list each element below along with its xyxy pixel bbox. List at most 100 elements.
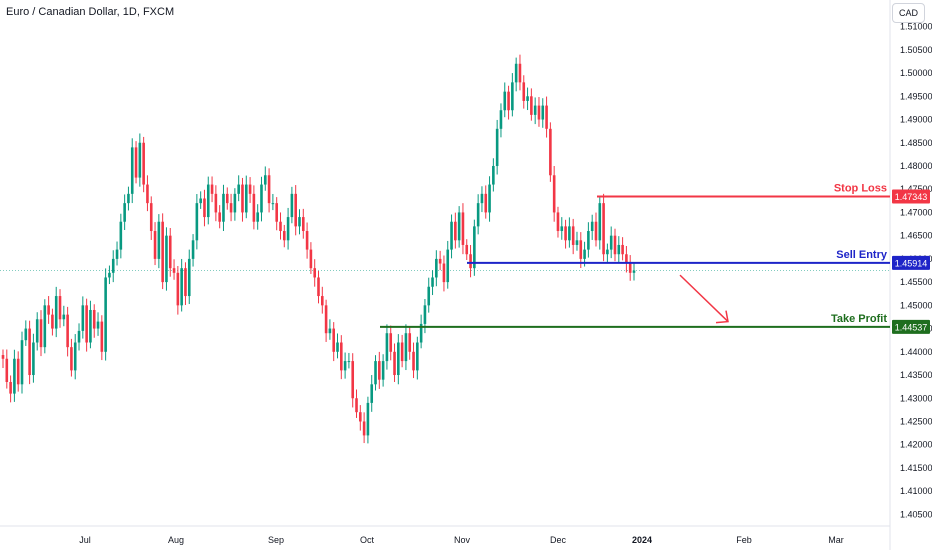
projection-arrow-shaft	[679, 274, 729, 323]
candles	[1, 54, 636, 444]
currency-button[interactable]: CAD	[892, 3, 925, 23]
candle-body	[225, 193, 229, 204]
price-tick-label: 1.43500	[900, 370, 932, 380]
candle-body	[218, 212, 221, 222]
sell-entry-price-badge	[892, 255, 930, 270]
candle-body	[419, 323, 423, 343]
candle-body	[556, 212, 560, 232]
candle-body	[484, 193, 488, 213]
candle-body	[248, 184, 252, 194]
price-tick-label: 1.43000	[900, 393, 932, 403]
candle-body	[370, 384, 374, 403]
candle-body	[47, 305, 50, 315]
candle-body	[176, 272, 180, 306]
candle-body	[108, 272, 111, 278]
candle-body	[54, 296, 58, 329]
candle-body	[244, 184, 248, 213]
candle-body	[317, 277, 320, 297]
price-tick-label: 1.46500	[900, 231, 932, 241]
candle-body	[465, 244, 469, 255]
candle-body	[32, 342, 35, 376]
candle-body	[533, 105, 537, 115]
price-tick-label: 1.47000	[900, 207, 932, 217]
candle-body	[309, 249, 313, 269]
candle-body	[507, 91, 510, 111]
candle-body	[298, 217, 301, 227]
candle-body	[389, 333, 393, 352]
candle-body	[575, 240, 579, 245]
candle-body	[632, 270, 636, 273]
time-tick-label: Sep	[268, 535, 284, 545]
candle-body	[541, 105, 545, 120]
projection-arrow-head	[715, 310, 729, 324]
candle-body	[461, 212, 465, 245]
time-tick-label: Nov	[454, 535, 471, 545]
candle-body	[526, 96, 529, 101]
candle-body	[89, 309, 92, 343]
candle-body	[560, 226, 564, 232]
candle-body	[454, 221, 457, 241]
time-tick-label: Oct	[360, 535, 375, 545]
candle-body	[256, 212, 259, 222]
candle-body	[92, 309, 96, 329]
candle-body	[43, 305, 47, 348]
candle-body	[397, 342, 400, 376]
time-tick-label: Aug	[168, 535, 184, 545]
candle-body	[279, 221, 282, 232]
time-tick-label: Dec	[550, 535, 567, 545]
candle-body	[134, 147, 138, 178]
candle-body	[206, 184, 210, 218]
time-tick-label: Feb	[736, 535, 752, 545]
candle-body	[275, 203, 278, 222]
candle-body	[594, 221, 598, 241]
candle-body	[552, 175, 556, 213]
candle-body	[199, 198, 202, 204]
candle-body	[85, 305, 88, 343]
price-tick-label: 1.49500	[900, 91, 932, 101]
candle-body	[241, 184, 244, 213]
candle-body	[305, 231, 309, 250]
price-tick-label: 1.40500	[900, 509, 932, 519]
candle-body	[412, 351, 415, 371]
stop-loss-label: Stop Loss	[834, 182, 887, 194]
candle-body	[598, 203, 602, 241]
candle-body	[602, 203, 605, 255]
candle-body	[628, 263, 632, 273]
price-axis: 1.51000 1.50500 1.50000 1.49500 1.49000 1.485…	[900, 22, 932, 520]
candle-body	[81, 305, 85, 331]
candle-body	[130, 147, 134, 194]
candle-body	[180, 268, 183, 306]
price-tick-label: 1.50000	[900, 68, 932, 78]
candle-body	[343, 361, 347, 371]
price-tick-label: 1.41000	[900, 486, 932, 496]
price-tick-label: 1.42000	[900, 440, 932, 450]
candle-body	[115, 249, 119, 259]
candle-body	[476, 203, 480, 227]
candle-body	[530, 96, 533, 115]
candle-body	[473, 226, 476, 269]
candle-body	[13, 358, 16, 394]
candle-body	[100, 321, 104, 352]
candle-body	[431, 277, 434, 287]
candle-body	[423, 305, 427, 324]
stop-loss-price-badge	[892, 189, 930, 204]
stop-loss-price: 1.47343	[895, 192, 928, 202]
take-profit-label: Take Profit	[831, 313, 887, 325]
candle-body	[488, 184, 491, 213]
candle-body	[336, 342, 339, 352]
candle-body	[290, 193, 294, 218]
candle-body	[378, 361, 381, 380]
candle-body	[492, 165, 495, 185]
candle-body	[435, 258, 438, 278]
candle-body	[35, 319, 39, 343]
price-tick-label: 1.49000	[900, 115, 932, 125]
time-tick-label: Mar	[828, 535, 844, 545]
candle-body	[313, 268, 316, 278]
candle-body	[393, 351, 396, 376]
candle-body	[438, 258, 442, 264]
time-axis: Jul Aug Sep Oct Nov Dec 2024 Feb Mar	[79, 535, 844, 545]
candle-body	[446, 249, 450, 283]
candle-body	[480, 193, 484, 204]
candle-body	[168, 235, 172, 269]
candle-body	[549, 128, 552, 176]
